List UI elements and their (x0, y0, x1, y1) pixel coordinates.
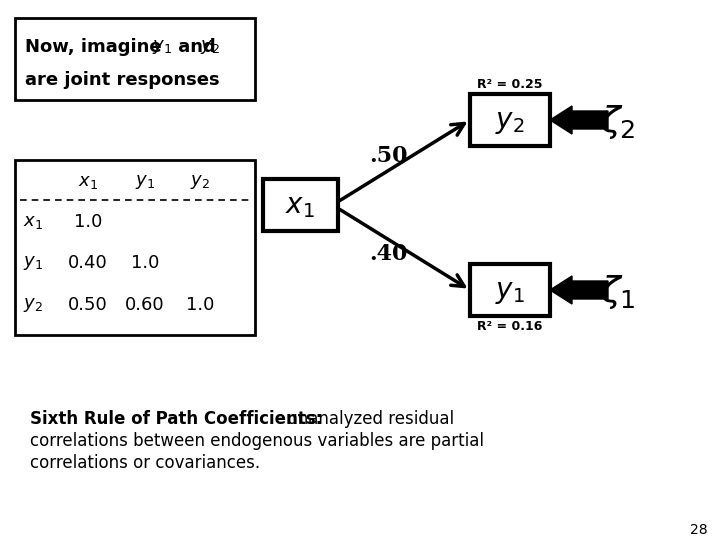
Text: 1.0: 1.0 (186, 296, 214, 314)
Text: 28: 28 (690, 523, 708, 537)
Text: $y_1$: $y_1$ (495, 279, 525, 306)
Bar (263, 179, 338, 231)
Text: 1.0: 1.0 (74, 213, 102, 231)
Text: $y_2$: $y_2$ (495, 109, 525, 136)
Text: $y_2$: $y_2$ (190, 173, 210, 191)
Text: unanalyzed residual: unanalyzed residual (282, 410, 454, 428)
Text: 0.50: 0.50 (68, 296, 108, 314)
Text: $x_1$: $x_1$ (23, 213, 43, 231)
Text: 0.40: 0.40 (68, 254, 108, 272)
Text: $\zeta_2$: $\zeta_2$ (600, 103, 636, 141)
Text: $y_1$: $y_1$ (152, 38, 172, 56)
Bar (15, 18, 255, 100)
Bar (470, 264, 550, 316)
Text: $y_2$: $y_2$ (23, 296, 43, 314)
Text: 1.0: 1.0 (131, 254, 159, 272)
Text: $y_2$: $y_2$ (200, 38, 220, 56)
Bar (15, 160, 255, 335)
Text: Now, imagine: Now, imagine (25, 38, 168, 56)
Text: are joint responses: are joint responses (25, 71, 220, 89)
Text: .40: .40 (369, 243, 408, 265)
Text: 0.60: 0.60 (125, 296, 165, 314)
FancyArrow shape (550, 276, 608, 304)
Text: $\zeta_1$: $\zeta_1$ (600, 273, 636, 311)
Text: $y_1$: $y_1$ (135, 173, 155, 191)
Text: .50: .50 (369, 145, 408, 167)
Bar (470, 94, 550, 146)
Text: $x_1$: $x_1$ (285, 193, 315, 220)
Text: $y_1$: $y_1$ (23, 254, 43, 272)
Text: correlations between endogenous variables are partial: correlations between endogenous variable… (30, 432, 484, 450)
FancyArrow shape (550, 106, 608, 134)
Text: correlations or covariances.: correlations or covariances. (30, 454, 260, 472)
Text: R² = 0.25: R² = 0.25 (477, 78, 543, 91)
Text: and: and (172, 38, 222, 56)
Text: R² = 0.16: R² = 0.16 (477, 320, 543, 333)
Text: $x_1$: $x_1$ (78, 173, 98, 191)
Text: Sixth Rule of Path Coefficients:: Sixth Rule of Path Coefficients: (30, 410, 323, 428)
